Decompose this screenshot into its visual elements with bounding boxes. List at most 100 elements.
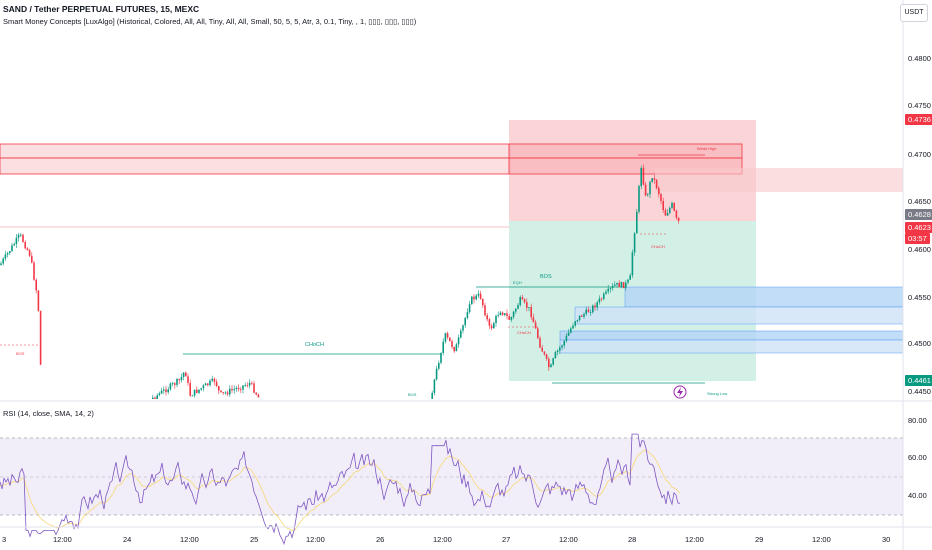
demand-zone bbox=[624, 286, 904, 308]
candle-body bbox=[644, 184, 647, 196]
candle-body bbox=[669, 207, 671, 214]
candle-body bbox=[490, 325, 493, 329]
candle-body bbox=[675, 210, 678, 218]
candle-body bbox=[506, 313, 508, 317]
bos-label: BOS bbox=[540, 274, 552, 280]
candle-body bbox=[471, 296, 473, 305]
candle-body bbox=[462, 325, 464, 331]
candle-body bbox=[578, 315, 581, 320]
candle-body bbox=[488, 319, 491, 326]
candle-body bbox=[477, 293, 480, 296]
candlestick-series[interactable] bbox=[0, 164, 680, 399]
candle-body bbox=[517, 304, 519, 309]
candle-body bbox=[600, 298, 603, 300]
candle-body bbox=[537, 328, 539, 339]
time-tick: 27 bbox=[502, 535, 511, 544]
candle-body bbox=[559, 347, 561, 351]
candle-body bbox=[493, 323, 495, 329]
candle-body bbox=[193, 389, 196, 396]
price-tick: 0.4450 bbox=[908, 387, 931, 396]
rsi-legend[interactable]: RSI (14, close, SMA, 14, 2) bbox=[3, 409, 94, 418]
candle-body bbox=[649, 181, 651, 195]
candle-body bbox=[526, 302, 528, 308]
price-tick: 0.4750 bbox=[908, 101, 931, 110]
candle-body bbox=[233, 389, 235, 391]
candle-body bbox=[473, 296, 475, 300]
candle-body bbox=[235, 387, 238, 390]
candle-body bbox=[4, 254, 7, 259]
demand-zone bbox=[559, 330, 904, 341]
time-tick: 29 bbox=[755, 535, 764, 544]
candle-body bbox=[244, 385, 246, 387]
candle-body bbox=[636, 211, 638, 234]
candle-body bbox=[574, 321, 576, 326]
time-tick: 12:00 bbox=[433, 535, 452, 544]
candle-body bbox=[501, 312, 504, 315]
candle-body bbox=[453, 346, 455, 352]
candle-body bbox=[598, 298, 601, 303]
candle-body bbox=[237, 387, 240, 390]
candle-body bbox=[37, 290, 40, 311]
candle-body bbox=[664, 210, 667, 216]
bos-label-small: BOS bbox=[408, 392, 417, 397]
candle-body bbox=[438, 362, 440, 369]
choch-label-mid: CHoCH bbox=[517, 330, 531, 335]
candle-body bbox=[435, 368, 438, 380]
candle-body bbox=[640, 167, 642, 187]
candle-body bbox=[572, 325, 574, 329]
candle-body bbox=[466, 312, 469, 318]
candle-body bbox=[226, 392, 229, 395]
candle-body bbox=[662, 201, 664, 211]
candle-body bbox=[554, 352, 557, 359]
rsi-tick: 80.00 bbox=[908, 416, 927, 425]
candle-body bbox=[666, 213, 669, 216]
candle-body bbox=[576, 319, 579, 322]
candle-body bbox=[253, 383, 255, 393]
candle-body bbox=[548, 358, 550, 368]
demand-zone bbox=[559, 339, 904, 354]
price-tag-mid: 0.4628 bbox=[905, 209, 932, 220]
time-tick: 12:00 bbox=[53, 535, 72, 544]
candle-body bbox=[585, 309, 587, 314]
candle-body bbox=[457, 337, 460, 345]
candle-body bbox=[39, 310, 42, 365]
candle-body bbox=[442, 341, 444, 353]
price-tick: 0.4500 bbox=[908, 339, 931, 348]
candle-body bbox=[616, 282, 618, 285]
candle-body bbox=[638, 186, 640, 212]
candle-body bbox=[504, 313, 506, 315]
candle-body bbox=[530, 307, 532, 318]
price-tick: 0.4800 bbox=[908, 54, 931, 63]
candle-body bbox=[15, 237, 18, 245]
currency-button[interactable]: USDT bbox=[900, 4, 928, 22]
supply-zone bbox=[0, 157, 511, 175]
candle-body bbox=[532, 317, 535, 323]
candle-body bbox=[433, 379, 436, 393]
candle-body bbox=[605, 291, 607, 294]
candle-body bbox=[156, 395, 158, 399]
candle-body bbox=[589, 312, 592, 313]
candle-body bbox=[180, 376, 183, 381]
candle-body bbox=[17, 234, 20, 238]
symbol-title[interactable]: SAND / Tether PERPETUAL FUTURES, 15, MEX… bbox=[3, 4, 200, 14]
candle-body bbox=[482, 298, 484, 306]
candle-body bbox=[229, 388, 231, 395]
last-price-tag: 0.4623 bbox=[905, 222, 932, 233]
price-tick: 0.4600 bbox=[908, 245, 931, 254]
indicator-legend[interactable]: Smart Money Concepts [LuxAlgo] (Historic… bbox=[3, 17, 417, 26]
candle-body bbox=[611, 285, 614, 289]
candle-body bbox=[257, 394, 260, 398]
candle-body bbox=[660, 194, 662, 202]
candle-body bbox=[191, 395, 194, 397]
candle-body bbox=[152, 397, 154, 399]
candle-body bbox=[625, 282, 627, 288]
candle-body bbox=[655, 179, 658, 189]
candle-body bbox=[13, 244, 15, 246]
candle-body bbox=[594, 305, 596, 308]
candle-body bbox=[512, 311, 515, 317]
candle-body bbox=[647, 194, 649, 196]
candle-body bbox=[187, 376, 189, 383]
candle-body bbox=[11, 245, 13, 252]
candle-body bbox=[460, 330, 462, 338]
